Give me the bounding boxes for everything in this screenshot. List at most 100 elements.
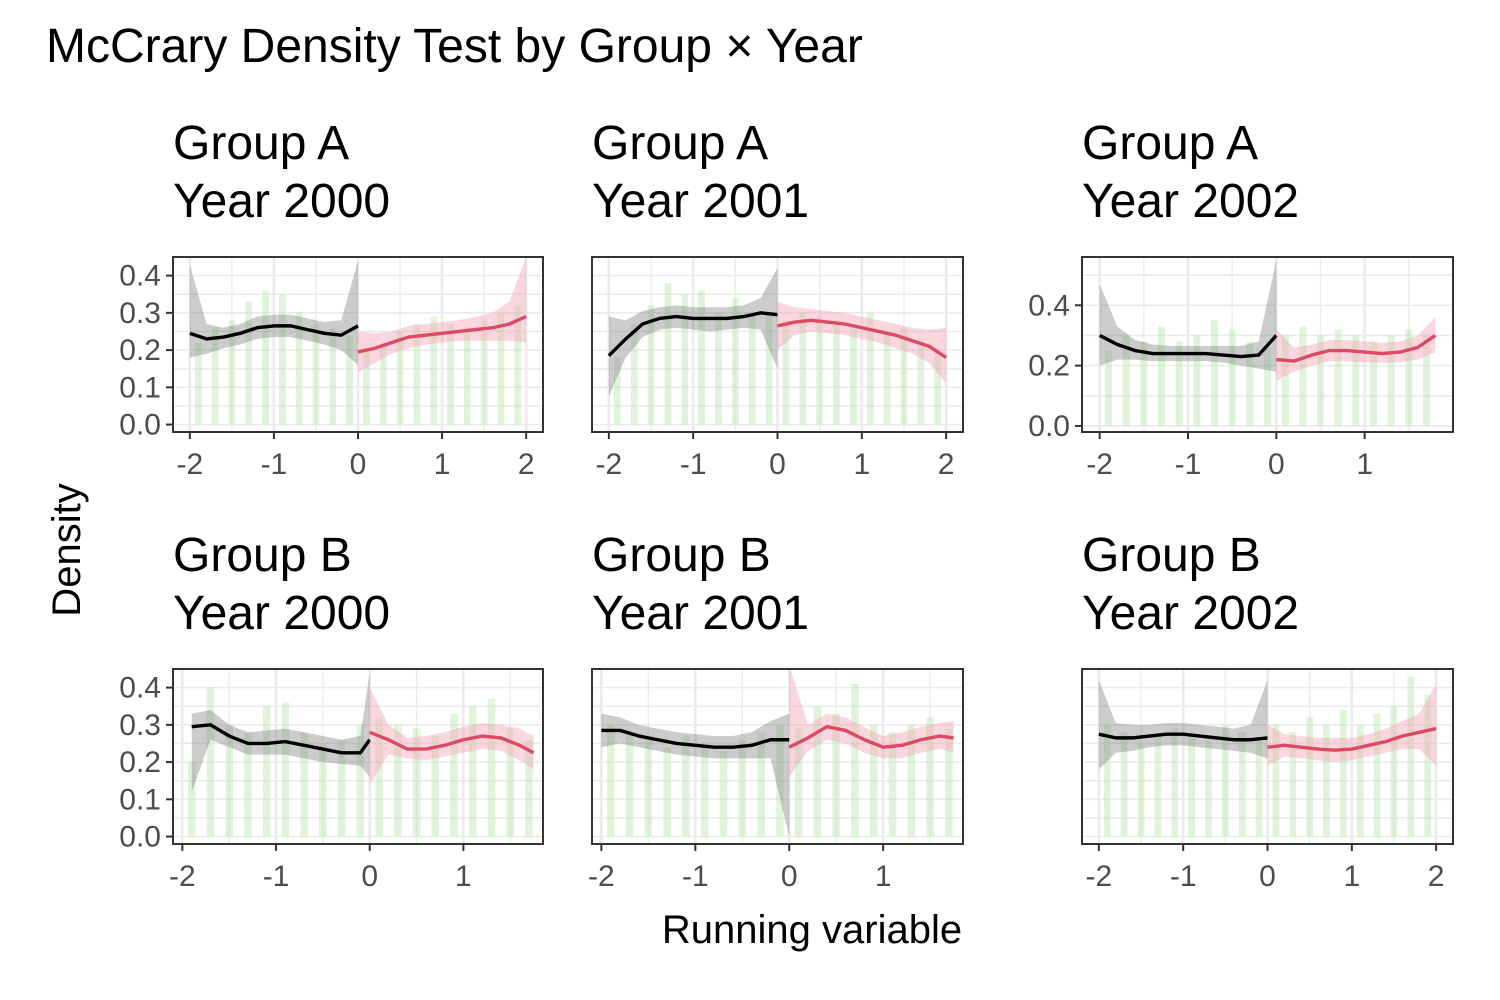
- y-tick-label: 0.2: [119, 746, 161, 779]
- histogram-bar: [211, 327, 219, 425]
- left-confidence-band: [601, 713, 790, 837]
- histogram-bar: [888, 732, 897, 837]
- panel-border: [172, 668, 544, 845]
- x-tick-label: -2: [588, 860, 615, 893]
- right-density-line: [357, 315, 527, 354]
- left-confidence-band: [189, 260, 358, 365]
- histogram-bar: [1272, 724, 1280, 837]
- left-confidence-band: [1099, 260, 1277, 372]
- right-confidence-band: [1267, 683, 1437, 766]
- histogram-bar: [900, 327, 908, 425]
- y-tick-label: 0.0: [1028, 410, 1070, 443]
- histogram-bar: [1316, 335, 1325, 426]
- left-confidence-band: [1098, 680, 1268, 770]
- x-tick-label: -2: [169, 860, 196, 893]
- histogram-bar: [225, 724, 233, 837]
- histogram-bar: [487, 698, 496, 837]
- facet-title: Year 2001: [592, 175, 809, 228]
- histogram-bar: [681, 294, 689, 425]
- x-tick-label: -1: [682, 860, 709, 893]
- x-tick-label: 0: [781, 860, 798, 893]
- histogram-bar: [396, 331, 404, 425]
- histogram-bar: [329, 327, 337, 425]
- panel-border: [591, 668, 964, 845]
- histogram-bar: [644, 739, 653, 837]
- left-density-line: [191, 723, 372, 755]
- histogram-bar: [782, 320, 790, 425]
- y-tick-label: 0.0: [119, 409, 161, 442]
- y-tick-label: 0.4: [1028, 289, 1070, 322]
- facet-title: Group A: [173, 117, 349, 170]
- histogram-bar: [816, 316, 824, 425]
- histogram-bar: [1171, 728, 1179, 837]
- histogram-bar: [394, 724, 402, 837]
- histogram-bar: [1103, 724, 1111, 837]
- histogram-bar: [698, 290, 705, 425]
- histogram-bar: [719, 750, 728, 837]
- histogram-bar: [525, 739, 533, 837]
- right-density-line: [1267, 726, 1437, 752]
- histogram-bar: [1422, 335, 1431, 426]
- histogram-bar: [1140, 341, 1148, 426]
- left-confidence-band: [608, 268, 778, 397]
- facet-title: Year 2000: [173, 175, 390, 228]
- histogram-bar: [1323, 724, 1330, 837]
- x-tick-label: 0: [1268, 448, 1285, 481]
- y-tick-label: 0.2: [119, 334, 161, 367]
- histogram-bar: [375, 717, 383, 837]
- histogram-bar: [664, 283, 672, 425]
- facet-title: Year 2000: [173, 587, 390, 640]
- histogram-bar: [431, 736, 440, 837]
- histogram-bar: [514, 305, 522, 425]
- histogram-bar: [700, 743, 709, 837]
- x-tick-label: -1: [680, 448, 707, 481]
- y-axis-title: Density: [45, 483, 89, 616]
- histogram-bar: [945, 728, 953, 837]
- right-confidence-band: [1276, 317, 1436, 381]
- x-tick-label: 0: [350, 448, 367, 481]
- histogram-bar: [300, 732, 308, 837]
- x-tick-label: -1: [1175, 448, 1202, 481]
- histogram-bar: [262, 290, 269, 425]
- x-tick-label: -1: [263, 860, 290, 893]
- histogram-bar: [625, 732, 634, 837]
- histogram-bar: [832, 713, 840, 837]
- histogram-bar: [1228, 329, 1236, 426]
- histogram-bar: [866, 312, 874, 425]
- y-tick-label: 0.4: [119, 260, 161, 293]
- y-tick-label: 0.1: [119, 371, 161, 404]
- histogram-bar: [1373, 713, 1381, 837]
- x-tick-label: 1: [1343, 860, 1360, 893]
- histogram-bar: [813, 706, 822, 837]
- histogram-bar: [187, 762, 196, 837]
- histogram-bar: [337, 739, 346, 837]
- histogram-bar: [379, 342, 387, 425]
- left-density-line: [1098, 333, 1278, 359]
- histogram-bar: [1334, 329, 1342, 426]
- histogram-bar: [1193, 335, 1201, 426]
- left-confidence-band: [191, 672, 370, 792]
- histogram-bar: [413, 324, 421, 425]
- histogram-bar: [799, 312, 807, 425]
- panel-body: [1082, 669, 1453, 844]
- histogram-bar: [1238, 732, 1246, 837]
- histogram-bar: [497, 312, 505, 425]
- y-tick-label: 0.1: [119, 783, 161, 816]
- histogram-bar: [870, 724, 878, 837]
- histogram-bar: [682, 736, 690, 837]
- x-tick-label: -1: [261, 448, 288, 481]
- histogram-bar: [1188, 736, 1195, 837]
- histogram-bar: [295, 312, 303, 425]
- histogram-bar: [1299, 326, 1307, 426]
- histogram-bar: [1281, 335, 1289, 426]
- histogram-bar: [765, 312, 773, 425]
- left-density-line: [601, 728, 790, 749]
- histogram-bar: [1263, 347, 1272, 426]
- histogram-bar: [262, 706, 271, 837]
- x-tick-label: 2: [1428, 860, 1445, 893]
- histogram-bar: [244, 732, 252, 837]
